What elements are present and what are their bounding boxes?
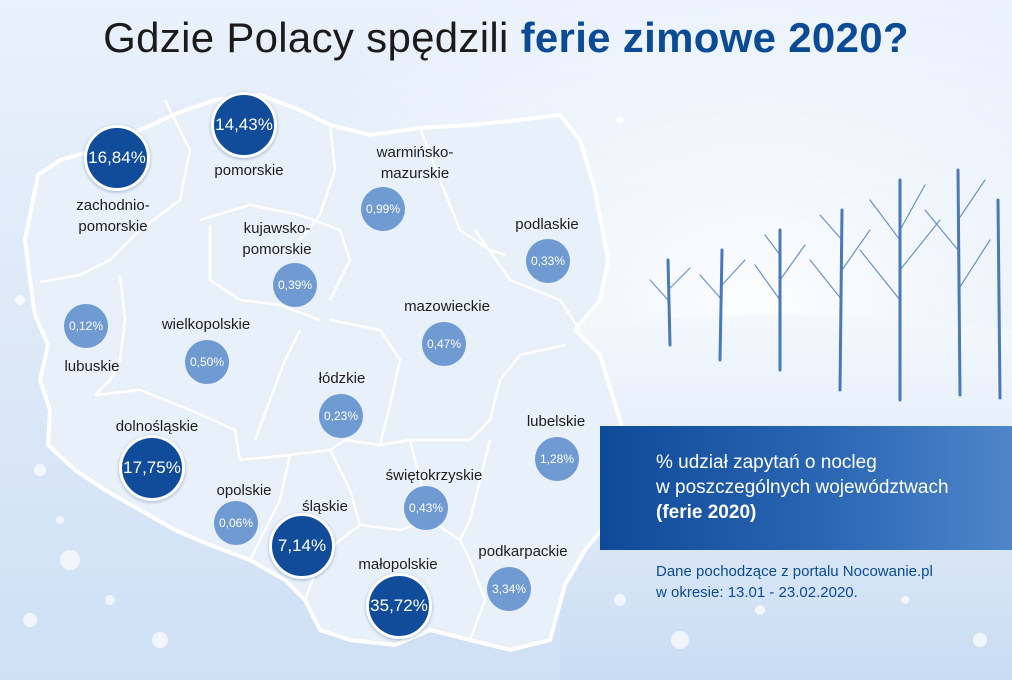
region-label-mazowieckie: mazowieckie	[404, 296, 490, 317]
voivodeship-borders	[39, 99, 582, 641]
poland-map	[23, 93, 632, 652]
value-bubble-podlaskie: 0,33%	[526, 239, 570, 283]
region-label-podkarpackie: podkarpackie	[478, 541, 567, 562]
legend-line: w poszczególnych województwach	[656, 477, 949, 498]
region-label-swietokrzyskie: świętokrzyskie	[386, 465, 483, 486]
region-label-line: opolskie	[216, 482, 272, 499]
region-label-line: mazurskie	[380, 165, 450, 182]
value-bubble-swietokrzyskie: 0,43%	[404, 486, 448, 530]
region-label-slaskie: śląskie	[302, 496, 348, 517]
region-label-opolskie: opolskie	[216, 480, 271, 501]
value-bubble-wielkopolskie: 0,50%	[185, 340, 229, 384]
legend-text: % udział zapytań o nocleg w poszczególny…	[656, 450, 996, 525]
region-label-line: lubuskie	[64, 358, 120, 375]
value-bubble-kujawsko-pomorskie: 0,39%	[273, 263, 317, 307]
region-label-lubelskie: lubelskie	[527, 411, 585, 432]
source-note: Dane pochodzące z portalu Nocowanie.pl w…	[656, 561, 996, 603]
source-line: w okresie: 13.01 - 23.02.2020.	[656, 584, 858, 601]
region-label-malopolskie: małopolskie	[358, 554, 437, 575]
title-highlight: ferie zimowe 2020?	[520, 14, 909, 61]
region-label-line: podkarpackie	[478, 543, 568, 560]
legend-line: % udział zapytań o nocleg	[656, 452, 877, 473]
region-label-line: pomorskie	[214, 162, 284, 179]
value-bubble-malopolskie: 35,72%	[366, 573, 432, 639]
region-label-lubuskie: lubuskie	[64, 356, 119, 377]
page-title: Gdzie Polacy spędzili ferie zimowe 2020?	[0, 14, 1012, 62]
region-label-podlaskie: podlaskie	[515, 214, 578, 235]
value-bubble-mazowieckie: 0,47%	[422, 322, 466, 366]
region-label-line: wielkopolskie	[161, 316, 251, 333]
value-bubble-dolnoslaskie: 17,75%	[119, 435, 185, 501]
region-label-lodzkie: łódzkie	[319, 368, 366, 389]
region-label-line: świętokrzyskie	[385, 467, 483, 484]
legend-box	[600, 426, 1012, 550]
region-label-line: łódzkie	[318, 370, 366, 387]
region-label-line: małopolskie	[358, 556, 438, 573]
region-label-line: śląskie	[302, 498, 348, 515]
region-label-kujawsko-pomorskie: kujawsko- pomorskie	[242, 218, 311, 260]
value-bubble-pomorskie: 14,43%	[211, 92, 277, 158]
value-bubble-slaskie: 7,14%	[269, 513, 335, 579]
region-label-line: warmińsko-	[376, 144, 454, 161]
region-label-zachodniopomorskie: zachodnio- pomorskie	[76, 195, 149, 237]
region-label-dolnoslaskie: dolnośląskie	[116, 416, 199, 437]
winter-trees-illustration	[649, 168, 1002, 402]
region-label-line: pomorskie	[78, 218, 148, 235]
region-label-warminsko-mazurskie: warmińsko- mazurskie	[377, 142, 454, 184]
region-label-line: lubelskie	[526, 413, 586, 430]
value-bubble-lubelskie: 1,28%	[535, 437, 579, 481]
source-line: Dane pochodzące z portalu Nocowanie.pl	[656, 563, 933, 580]
region-label-line: pomorskie	[242, 241, 312, 258]
title-prefix: Gdzie Polacy spędzili	[103, 14, 521, 61]
value-bubble-lubuskie: 0,12%	[64, 304, 108, 348]
region-label-line: podlaskie	[515, 216, 579, 233]
region-label-line: kujawsko-	[243, 220, 311, 237]
value-bubble-opolskie: 0,06%	[214, 501, 258, 545]
value-bubble-zachodniopomorskie: 16,84%	[84, 125, 150, 191]
value-bubble-podkarpackie: 3,34%	[487, 567, 531, 611]
legend-line-bold: (ferie 2020)	[656, 502, 757, 523]
region-label-line: mazowieckie	[404, 298, 490, 315]
region-label-line: dolnośląskie	[115, 418, 199, 435]
value-bubble-warminsko-mazurskie: 0,99%	[361, 187, 405, 231]
region-label-line: zachodnio-	[76, 197, 150, 214]
region-label-wielkopolskie: wielkopolskie	[162, 314, 250, 335]
value-bubble-lodzkie: 0,23%	[319, 394, 363, 438]
region-label-pomorskie: pomorskie	[214, 160, 283, 181]
